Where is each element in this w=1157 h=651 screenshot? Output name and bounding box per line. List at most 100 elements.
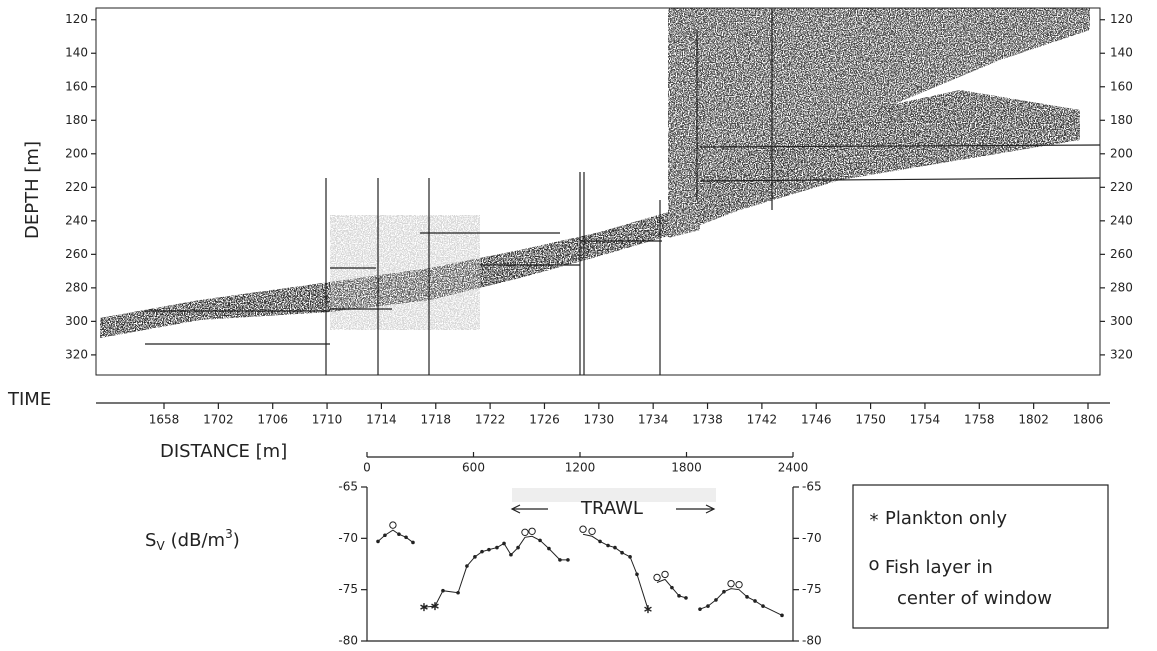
point (698, 607, 702, 611)
point (502, 541, 506, 546)
sv-label: SV (dB/m3) (145, 527, 240, 553)
trawl-arrow-head (705, 504, 716, 514)
time-label: TIME (7, 389, 51, 410)
time-tick-label: 1742 (747, 413, 778, 427)
fish-marker (389, 521, 397, 529)
point (628, 555, 632, 559)
y-tick-label-right: 120 (1110, 12, 1133, 26)
point (606, 543, 610, 548)
sv-line (423, 535, 568, 608)
trawl-arrow-head (510, 504, 521, 514)
time-tick-label: 1718 (420, 413, 451, 427)
plankton-marker (431, 602, 439, 611)
trawl-shade (512, 488, 716, 502)
x-axis-label: DISTANCE [m] (160, 441, 287, 462)
fish-marker (653, 573, 661, 582)
point (780, 613, 784, 618)
y-tick-label-right: -80 (802, 634, 822, 648)
fish-marker (528, 527, 536, 535)
point (516, 545, 520, 550)
y-tick-label-right: 140 (1110, 46, 1133, 60)
time-tick-label: 1746 (801, 413, 832, 427)
fish-marker (735, 580, 743, 589)
point (620, 550, 624, 555)
point (761, 604, 765, 608)
point (677, 594, 681, 598)
plankton-marker (644, 605, 652, 614)
fish-marker (588, 527, 596, 535)
y-tick-label: 300 (65, 314, 88, 328)
y-tick-label: 220 (65, 180, 88, 194)
y-tick-label: 140 (65, 46, 88, 60)
point (487, 547, 491, 552)
sv-line (377, 529, 414, 543)
sv-base: S (145, 530, 156, 551)
x-tick-label: 600 (462, 461, 485, 475)
y-tick-label: 180 (65, 113, 88, 127)
point (509, 552, 513, 557)
y-tick-label-right: 280 (1110, 280, 1133, 294)
y-tick-label-right: 320 (1110, 347, 1133, 361)
legend-symbol: * (870, 510, 879, 531)
y-tick-label: -80 (338, 634, 358, 648)
plot-frame (95, 7, 1101, 376)
time-tick-label: 1758 (964, 413, 995, 427)
y-tick-label-right: 260 (1110, 247, 1133, 261)
x-tick-label: 1200 (565, 461, 596, 475)
y-tick-label: 200 (65, 146, 88, 160)
point (441, 588, 445, 593)
point (495, 545, 499, 550)
time-tick-label: 1802 (1018, 413, 1049, 427)
sv-unit: (dB/m (171, 530, 225, 551)
point (456, 590, 460, 595)
x-tick-label: 2400 (778, 461, 809, 475)
point (465, 564, 469, 568)
sv-line (582, 533, 649, 610)
point (480, 549, 484, 554)
y-tick-label: 280 (65, 280, 88, 294)
time-tick-label: 1730 (584, 413, 615, 427)
y-tick-label: 260 (65, 247, 88, 261)
y-tick-label-right: 180 (1110, 113, 1133, 127)
y-tick-label-right: 200 (1110, 146, 1133, 160)
sv-sub: V (156, 539, 165, 553)
y-tick-label-right: -65 (802, 480, 822, 494)
echogram-texture (100, 8, 1090, 338)
annotation: TRAWL (580, 498, 643, 519)
fish-marker (727, 579, 735, 588)
fish-marker (579, 525, 587, 533)
legend-text: Plankton only (885, 508, 1007, 529)
fish-marker (521, 528, 529, 537)
point (635, 572, 639, 577)
y-tick-label-right: -70 (802, 531, 822, 545)
point (684, 596, 688, 600)
y-tick-label-right: 240 (1110, 213, 1133, 227)
point (613, 545, 617, 550)
point (706, 604, 710, 608)
y-tick-label: 120 (65, 12, 88, 26)
point (404, 535, 408, 540)
time-tick-label: 1754 (910, 413, 941, 427)
y-tick-label-right: 300 (1110, 314, 1133, 328)
y-tick-label: -65 (338, 480, 358, 494)
time-tick-label: 1714 (366, 413, 397, 427)
y-axis-label: DEPTH [m] (22, 141, 43, 239)
point (745, 595, 749, 599)
legend-symbol: o (868, 554, 879, 575)
time-tick-label: 1806 (1073, 413, 1104, 427)
point (376, 539, 380, 544)
time-tick-label: 1738 (692, 413, 723, 427)
time-tick-label: 1658 (149, 413, 180, 427)
y-tick-label-right: 220 (1110, 180, 1133, 194)
point (538, 538, 542, 543)
point (722, 589, 726, 594)
point (598, 539, 602, 544)
time-tick-label: 1710 (312, 413, 343, 427)
legend-text: Fish layer in (885, 557, 993, 578)
sv-line (699, 588, 783, 616)
y-tick-label: -70 (338, 531, 358, 545)
y-tick-label-right: -75 (802, 582, 822, 596)
point (714, 598, 718, 602)
sv-sup: 3 (225, 527, 233, 541)
legend-box (852, 484, 1109, 629)
